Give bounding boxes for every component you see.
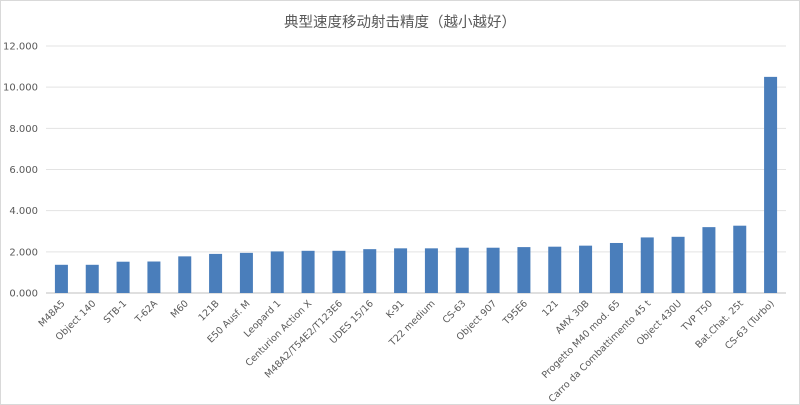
bar: [733, 225, 747, 293]
bar: [332, 250, 346, 293]
bar: [579, 245, 593, 293]
x-tick-label: K-91: [384, 298, 406, 320]
bar: [640, 237, 654, 293]
y-tick-label: 6.000: [9, 165, 38, 176]
bar: [764, 76, 778, 293]
bars: [54, 76, 778, 293]
bar: [85, 264, 99, 293]
y-tick-label: 2.000: [9, 247, 38, 258]
y-tick-label: 10.000: [3, 83, 38, 94]
chart-title: 典型速度移动射击精度（越小越好）: [284, 15, 516, 31]
y-tick-label: 0.000: [9, 289, 38, 300]
y-tick-label: 4.000: [9, 206, 38, 217]
bar: [394, 248, 408, 293]
y-tick-label: 12.000: [3, 42, 38, 53]
x-tick-label: CS-63: [441, 298, 469, 326]
bar: [270, 251, 284, 293]
y-axis: 0.000 2.000 4.000 6.000 8.000 10.000 12.000: [3, 42, 38, 300]
bar: [609, 242, 623, 293]
bar: [702, 227, 716, 293]
x-tick-label: 121B: [196, 298, 221, 323]
bar: [178, 256, 192, 293]
bar: [54, 264, 68, 293]
x-tick-label: STB-1: [102, 298, 129, 325]
bar: [239, 252, 253, 293]
bar: [424, 248, 438, 293]
x-tick-label: T95E6: [500, 298, 530, 328]
bar: [671, 236, 685, 293]
bar: [209, 253, 223, 293]
x-tick-label: 121: [540, 298, 561, 319]
x-tick-label: M60: [169, 298, 191, 320]
bar: [147, 261, 161, 293]
bar: [517, 247, 531, 293]
y-tick-label: 8.000: [9, 124, 38, 135]
bar: [486, 247, 500, 293]
bar: [301, 250, 315, 293]
bar: [548, 246, 562, 293]
x-tick-label: T-62A: [132, 298, 160, 326]
gridlines: [46, 45, 786, 294]
bar: [455, 247, 469, 293]
bar: [116, 261, 130, 293]
bar: [363, 249, 377, 293]
